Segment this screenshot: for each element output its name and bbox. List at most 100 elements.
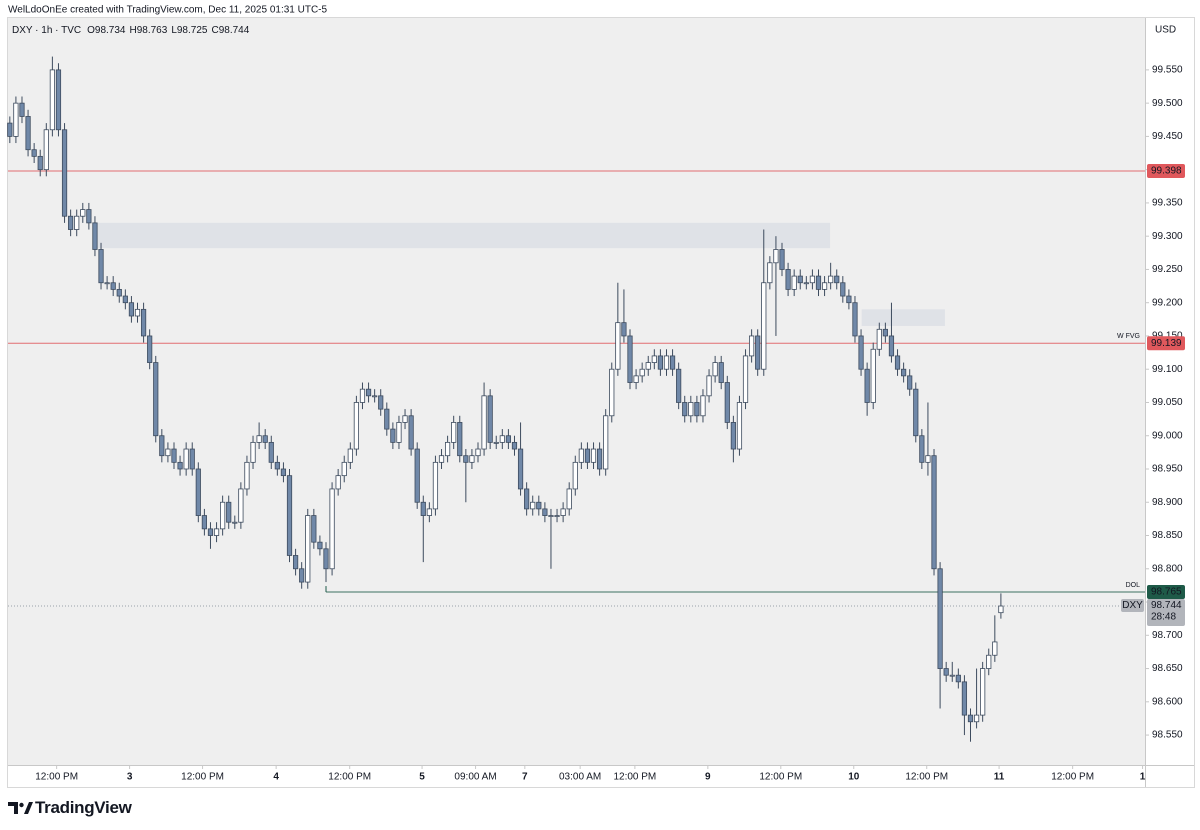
level-price-label: 99.398 <box>1151 166 1182 177</box>
y-tick-label: 99.150 <box>1152 331 1183 342</box>
y-tick-label: 99.350 <box>1152 198 1183 209</box>
candle-body <box>274 461 280 470</box>
level-price-label: 99.139 <box>1151 338 1182 349</box>
candle-body <box>955 674 961 683</box>
y-tick-label: 99.050 <box>1152 397 1183 408</box>
candle-body <box>378 395 384 410</box>
candle-body <box>499 435 505 443</box>
candle-body <box>68 215 74 230</box>
candle-body <box>55 69 62 131</box>
candle-body <box>943 668 949 676</box>
candle-body <box>220 501 226 530</box>
candle-body <box>457 422 463 457</box>
candle-body <box>815 275 822 290</box>
x-tick-label: 12:00 PM <box>613 772 656 783</box>
candle-body <box>821 282 828 290</box>
brand: TradingView <box>35 798 133 817</box>
legend-value: 98.734 <box>95 25 126 36</box>
current-price-label: 98.744 <box>1151 600 1182 611</box>
y-tick-label: 98.600 <box>1152 696 1183 707</box>
candle-body <box>846 295 852 304</box>
candle-body <box>755 335 761 370</box>
candle-body <box>7 122 13 137</box>
y-tick-label: 99.550 <box>1152 65 1183 76</box>
candle-body <box>463 455 469 463</box>
current-price-box <box>1147 599 1185 627</box>
x-tick-label: 12:00 PM <box>905 772 948 783</box>
candle-body <box>852 302 858 337</box>
candle-body <box>986 654 992 669</box>
candle-body <box>767 262 773 284</box>
candle-body <box>438 455 445 463</box>
x-tick-label: 03:00 AM <box>559 772 601 783</box>
candle-body <box>311 515 317 543</box>
candle-body <box>43 129 49 171</box>
candle-body <box>408 415 414 450</box>
candle-body <box>286 475 293 556</box>
symbol-label: DXY <box>1122 600 1143 611</box>
y-tick-label: 98.900 <box>1152 497 1183 508</box>
candle-body <box>749 335 755 357</box>
candle-body <box>542 508 548 516</box>
candle-body <box>578 448 584 463</box>
candle-body <box>676 368 682 403</box>
candle-body <box>183 448 189 470</box>
candle-body <box>116 288 122 297</box>
candle-body <box>901 368 907 377</box>
logo-icon <box>8 802 33 814</box>
candle-body <box>280 468 287 477</box>
candle-body <box>536 501 542 510</box>
candle-body <box>572 461 578 490</box>
x-tick-label: 12:00 PM <box>759 772 802 783</box>
x-tick-label: 3 <box>127 772 133 783</box>
candle-body <box>967 714 974 723</box>
candle-body <box>584 448 591 463</box>
y-tick-label: 99.300 <box>1152 231 1183 242</box>
x-tick-label: 10 <box>848 772 860 783</box>
x-tick-label: 12:00 PM <box>328 772 371 783</box>
candle-body <box>341 461 347 477</box>
candle-body <box>359 388 366 403</box>
candle-body <box>37 155 43 171</box>
candle-body <box>590 448 597 463</box>
y-tick-label: 98.700 <box>1152 630 1183 641</box>
candle-body <box>876 328 882 350</box>
candle-body <box>627 335 633 383</box>
candle-body <box>365 388 372 397</box>
candle-body <box>779 249 785 270</box>
candle-body <box>104 282 110 285</box>
legend-symbol: DXY · 1h · TVC <box>12 25 81 36</box>
x-tick-label: 5 <box>419 772 425 783</box>
y-tick-label: 99.450 <box>1152 131 1183 142</box>
candle-body <box>505 435 512 443</box>
candle-body <box>347 448 353 463</box>
candle-body <box>834 275 840 284</box>
candle-body <box>335 475 341 490</box>
candle-body <box>61 129 68 217</box>
y-tick-label: 98.950 <box>1152 464 1183 475</box>
legend-value: 98.744 <box>219 25 250 36</box>
candle-body <box>712 362 718 377</box>
candle-body <box>432 461 439 510</box>
candle-body <box>621 322 627 337</box>
candle-body <box>207 528 214 536</box>
candle-body <box>305 515 311 583</box>
candle-body <box>973 714 980 723</box>
candle-body <box>773 249 779 264</box>
x-tick-label: 12:00 PM <box>1051 772 1094 783</box>
chart-pane <box>8 18 1145 765</box>
candle-body <box>110 282 116 290</box>
candle-body <box>493 441 499 444</box>
candle-body <box>390 428 396 443</box>
level-price-label: 98.765 <box>1151 587 1182 598</box>
x-tick-label: 9 <box>705 772 711 783</box>
candle-body <box>548 515 554 517</box>
x-tick-label: 1 <box>1140 772 1146 783</box>
zone <box>861 309 945 326</box>
candle-body <box>937 568 943 669</box>
level-price-box <box>1147 585 1185 600</box>
candle-body <box>201 515 207 530</box>
candle-body <box>718 362 724 383</box>
candle-body <box>785 269 791 290</box>
